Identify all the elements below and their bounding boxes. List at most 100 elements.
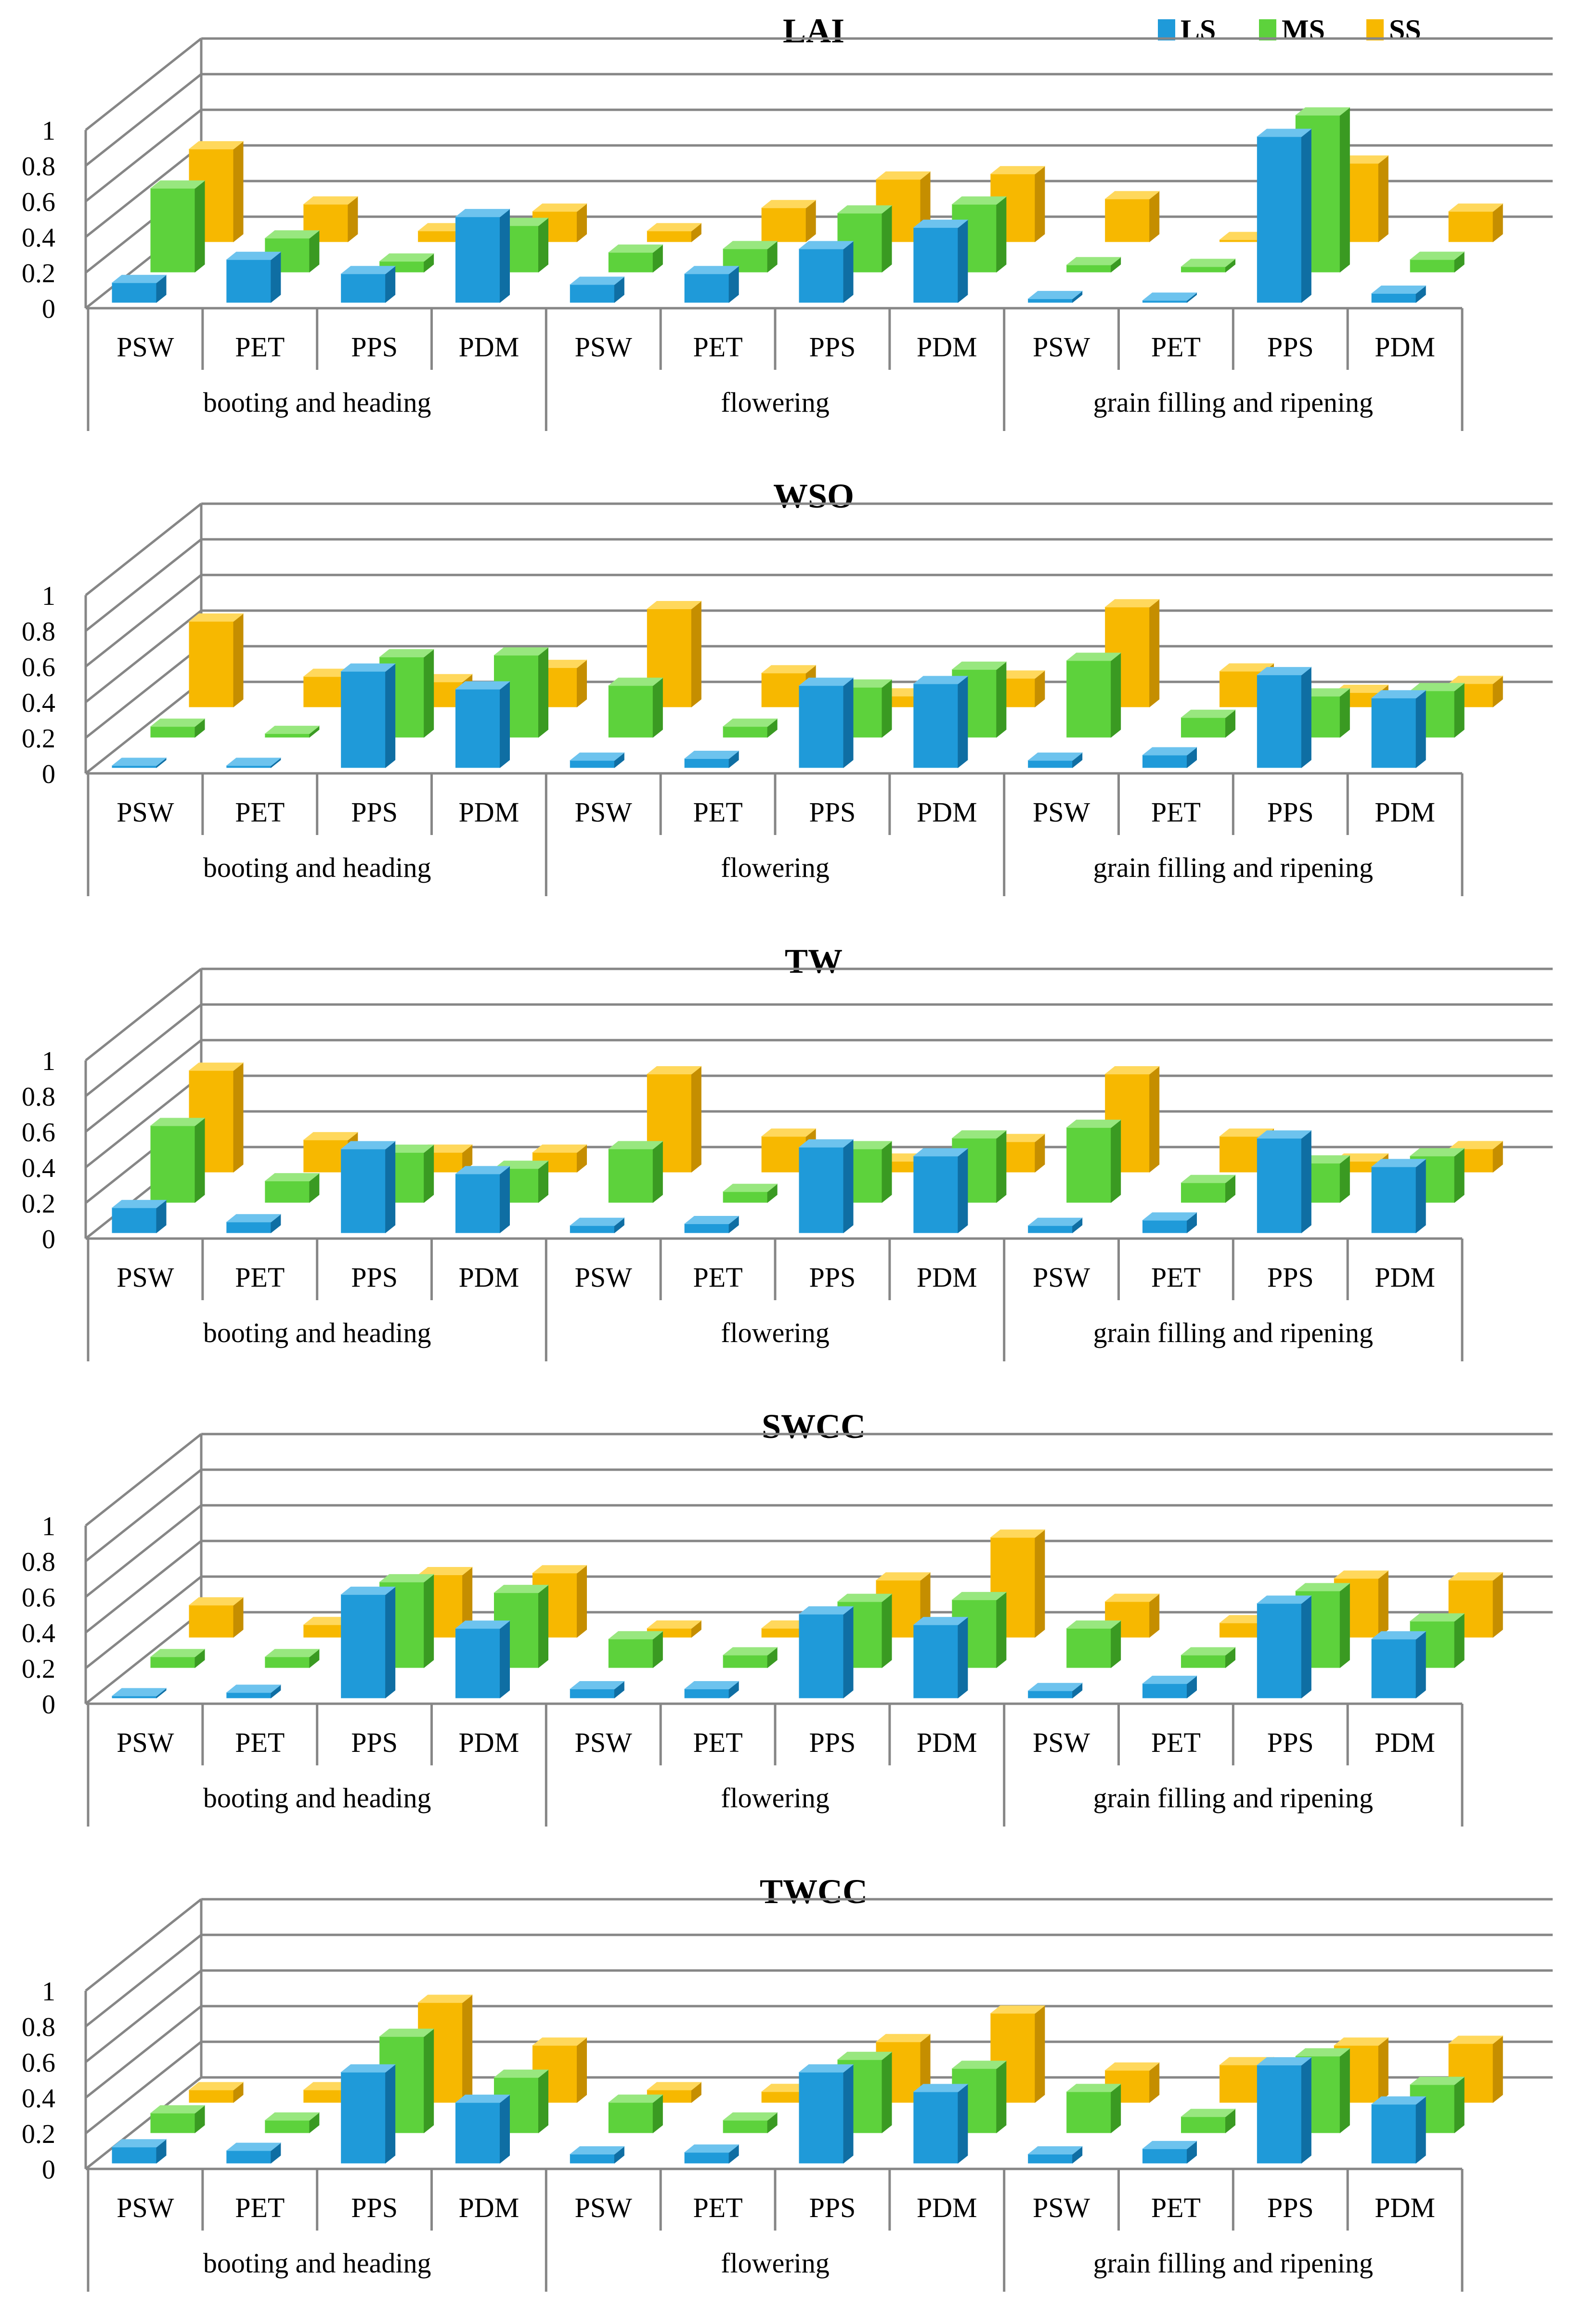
- bar-top: [303, 196, 359, 205]
- y-tick-label: 0.8: [22, 152, 55, 182]
- bar-ls-10: [1256, 128, 1312, 303]
- bar-top: [875, 1572, 931, 1581]
- x-tick-label: PPS: [351, 1727, 398, 1758]
- bar-side: [958, 1148, 968, 1234]
- bar-top: [646, 2082, 702, 2090]
- bar-top: [990, 166, 1046, 174]
- bar-side: [1339, 688, 1350, 738]
- bar-top: [722, 718, 778, 727]
- bar-side: [843, 2064, 854, 2164]
- bar-ss-4: [646, 222, 702, 243]
- bar-top: [532, 1144, 587, 1153]
- bar-top: [150, 180, 206, 189]
- bar-ls-10: [1256, 666, 1312, 769]
- bar-side: [1492, 1572, 1503, 1638]
- x-tick-label: PET: [693, 796, 743, 828]
- bar-top: [1333, 1570, 1389, 1579]
- bar-top: [951, 196, 1007, 205]
- bar-side: [1111, 1119, 1121, 1203]
- bar-side: [385, 1586, 396, 1699]
- y-tick-label: 0.8: [22, 2012, 55, 2042]
- bar-top: [761, 1128, 817, 1137]
- bar-side: [691, 600, 701, 708]
- bar-side: [1454, 682, 1465, 738]
- bar-side: [1301, 666, 1311, 769]
- bar-side: [424, 2028, 434, 2134]
- bar-ms-5: [722, 2112, 778, 2134]
- bar-ls-1: [226, 757, 282, 769]
- bar-front: [455, 689, 500, 768]
- bar-top: [837, 205, 893, 214]
- stage-label: flowering: [721, 852, 830, 883]
- x-tick-label: PPS: [809, 1727, 856, 1758]
- bar-top: [1295, 1583, 1350, 1592]
- bar-top: [684, 266, 740, 274]
- bar-ms-9: [1181, 258, 1236, 273]
- bar-ls-5: [684, 750, 740, 769]
- bar-ls-3: [455, 1620, 510, 1699]
- bar-top: [684, 1681, 740, 1689]
- bar-ls-0: [111, 1687, 167, 1699]
- bar-side: [958, 676, 968, 769]
- bar-top: [1066, 257, 1122, 265]
- bar-front: [341, 671, 386, 768]
- bar-front: [723, 2120, 768, 2133]
- legend-label-ms: MS: [1282, 14, 1325, 46]
- bar-ls-1: [226, 1214, 282, 1234]
- bar-ls-2: [340, 1586, 396, 1699]
- bar-front: [608, 1639, 653, 1668]
- bar-ls-11: [1371, 1631, 1427, 1699]
- bar-top: [1409, 683, 1465, 692]
- bar-side: [1339, 2048, 1350, 2134]
- bar-front: [1371, 698, 1416, 768]
- bar-top: [569, 752, 625, 761]
- bar-side: [1301, 2057, 1311, 2164]
- bar-top: [951, 2061, 1007, 2069]
- gridline-diagonal: [85, 1898, 202, 1992]
- bar-ms-4: [608, 2094, 663, 2134]
- x-tick-label: PSW: [117, 1262, 174, 1293]
- bar-ls-11: [1371, 285, 1427, 303]
- y-tick-label: 0.4: [22, 1618, 55, 1648]
- gridline-diagonal: [85, 2041, 202, 2134]
- bar-top: [990, 2005, 1046, 2014]
- bar-ls-9: [1142, 292, 1197, 303]
- bar-top: [951, 661, 1007, 670]
- bar-top: [1256, 1595, 1312, 1604]
- gridline-diagonal: [85, 38, 202, 131]
- bar-top: [111, 1688, 167, 1697]
- legend-swatch-ms: [1259, 19, 1276, 40]
- bar-front: [1066, 660, 1112, 738]
- bar-front: [1257, 1603, 1302, 1698]
- stage-label: grain filling and ripening: [1093, 852, 1373, 883]
- bar-top: [1409, 1148, 1465, 1157]
- bar-side: [652, 677, 663, 738]
- bar-side: [500, 209, 510, 303]
- bar-top: [1181, 709, 1236, 718]
- bar-front: [265, 1657, 310, 1668]
- chart-panels: LAI 0 0.2 0.4 0.6 0.8 1 PSW PET PPS PDM PSW PET PPS PD…: [22, 12, 1553, 2292]
- bar-front: [723, 1191, 768, 1203]
- bar-top: [1027, 752, 1083, 761]
- bar-side: [691, 1066, 701, 1173]
- bar-top: [150, 1118, 206, 1126]
- bar-side: [538, 647, 548, 738]
- bar-top: [264, 2112, 320, 2121]
- bar-front: [913, 1624, 959, 1698]
- bar-top: [1256, 1130, 1312, 1139]
- bar-top: [1066, 2084, 1122, 2092]
- bar-top: [1371, 1159, 1427, 1167]
- y-tick-label: 0.4: [22, 223, 55, 253]
- bar-front: [1371, 2104, 1416, 2164]
- gridline-diagonal: [85, 1433, 202, 1527]
- bar-top: [684, 751, 740, 759]
- x-tick-label: PDM: [1375, 331, 1435, 363]
- bar-top: [1142, 1675, 1197, 1684]
- stage-label: grain filling and ripening: [1093, 1317, 1373, 1348]
- x-tick-label: PSW: [117, 331, 174, 363]
- y-tick-label: 0.8: [22, 1082, 55, 1112]
- bar-front: [341, 274, 386, 303]
- y-tick-label: 0.8: [22, 617, 55, 647]
- bar-ls-4: [569, 1681, 625, 1699]
